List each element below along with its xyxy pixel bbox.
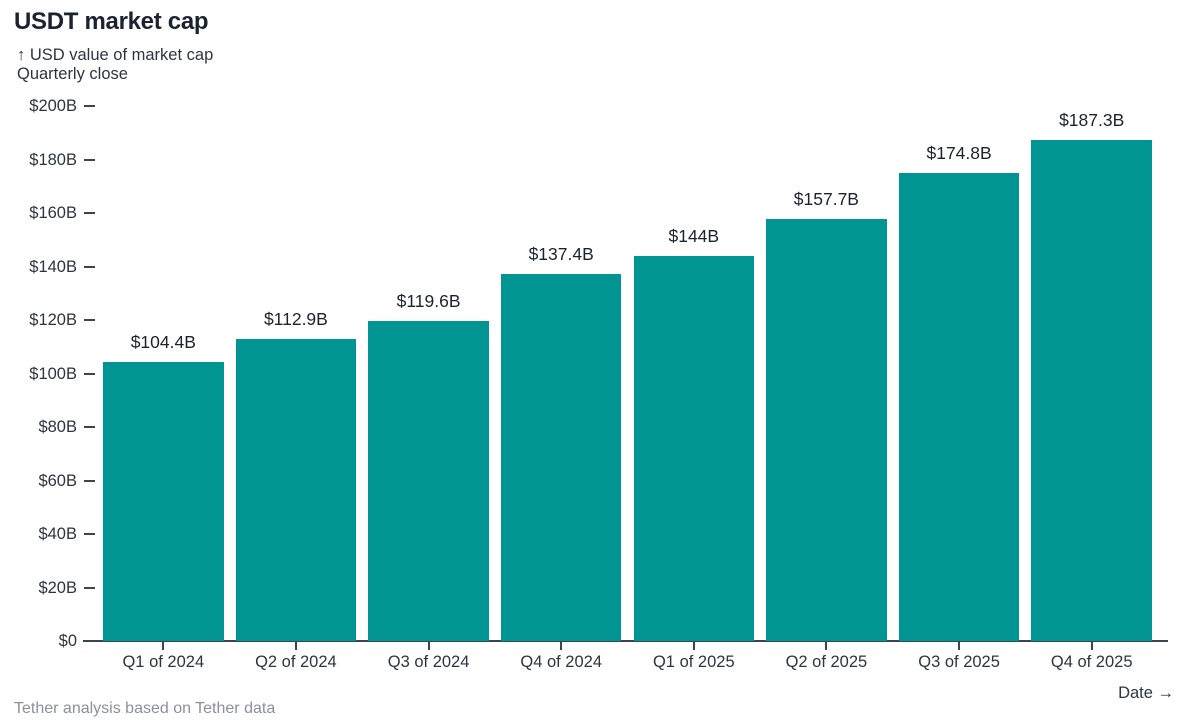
x-axis-tick-mark — [427, 642, 430, 650]
x-axis-line — [83, 640, 1168, 642]
bar-value-label: $174.8B — [926, 143, 992, 164]
y-axis-tick-label: $160B — [29, 204, 77, 222]
bar-q2-of-2024 — [235, 339, 357, 641]
bar-q1-of-2024 — [103, 361, 224, 641]
y-axis-tick-label: $60B — [38, 471, 77, 490]
x-axis-tick-label: Q1 of 2024 — [122, 653, 205, 671]
bar-value-label: $112.9B — [263, 309, 328, 329]
bar-value-label: $144B — [668, 225, 720, 246]
x-axis-tick-label: Q4 of 2024 — [520, 653, 603, 671]
y-axis-tick-label: $100B — [29, 364, 77, 383]
y-axis-tick-mark — [84, 426, 95, 428]
x-axis-tick-mark — [692, 642, 695, 650]
x-axis-tick-label: Q1 of 2025 — [652, 653, 735, 671]
x-axis-tick-mark — [560, 642, 563, 650]
y-axis-title-line2: Quarterly close — [17, 65, 128, 83]
y-axis-tick-label: $20B — [38, 578, 77, 597]
y-axis-tick-label: $120B — [29, 311, 77, 329]
x-axis-tick-mark — [958, 642, 961, 650]
x-axis-title: Date → — [1118, 684, 1174, 702]
bar-value-label: $119.6B — [396, 291, 461, 312]
x-axis-tick-label: Q2 of 2024 — [255, 653, 337, 671]
y-axis-tick-label: $140B — [29, 257, 77, 276]
y-axis-tick-mark — [84, 586, 95, 589]
y-axis-title-line1: ↑ USD value of market cap — [17, 46, 214, 64]
y-axis-tick-label: $180B — [29, 150, 77, 169]
bar-value-label: $137.4B — [528, 243, 594, 264]
y-axis-tick-label: $0 — [58, 632, 77, 650]
x-axis-tick-mark — [825, 642, 828, 650]
y-axis-tick-mark — [84, 265, 95, 268]
bar-q3-of-2025 — [898, 173, 1020, 641]
bar-value-label: $187.3B — [1059, 110, 1125, 130]
y-axis-tick-mark — [84, 158, 95, 161]
y-axis-tick-mark — [84, 533, 95, 535]
x-axis-tick-mark — [294, 642, 297, 650]
x-axis-tick-label: Q3 of 2025 — [918, 653, 1000, 671]
x-axis-tick-label: Q3 of 2024 — [387, 653, 470, 671]
y-axis-tick-mark — [84, 479, 95, 482]
y-axis-tick-mark — [84, 319, 95, 321]
bar-q3-of-2024 — [368, 321, 489, 641]
x-axis-tick-label: Q2 of 2025 — [785, 653, 868, 671]
y-axis-tick-label: $200B — [29, 97, 77, 115]
x-axis-tick-mark — [1090, 642, 1093, 650]
bar-q2-of-2025 — [766, 219, 887, 641]
bar-q4-of-2024 — [500, 273, 622, 641]
y-axis-tick-label: $40B — [38, 525, 77, 543]
y-axis-tick-mark — [84, 372, 95, 375]
y-axis-tick-mark — [84, 212, 95, 214]
source-note: Tether analysis based on Tether data — [14, 700, 276, 717]
x-axis-tick-mark — [162, 642, 165, 650]
bar-value-label: $157.7B — [793, 189, 859, 210]
y-axis-tick-mark — [84, 105, 95, 107]
chart-title: USDT market cap — [14, 8, 209, 35]
y-axis-tick-label: $80B — [38, 418, 77, 436]
bar-value-label: $104.4B — [130, 331, 196, 352]
x-axis-tick-label: Q4 of 2025 — [1050, 653, 1133, 671]
bar-q4-of-2025 — [1031, 140, 1152, 641]
y-axis-title: ↑ USD value of market cap Quarterly clos… — [17, 46, 213, 84]
bar-q1-of-2025 — [633, 255, 755, 641]
